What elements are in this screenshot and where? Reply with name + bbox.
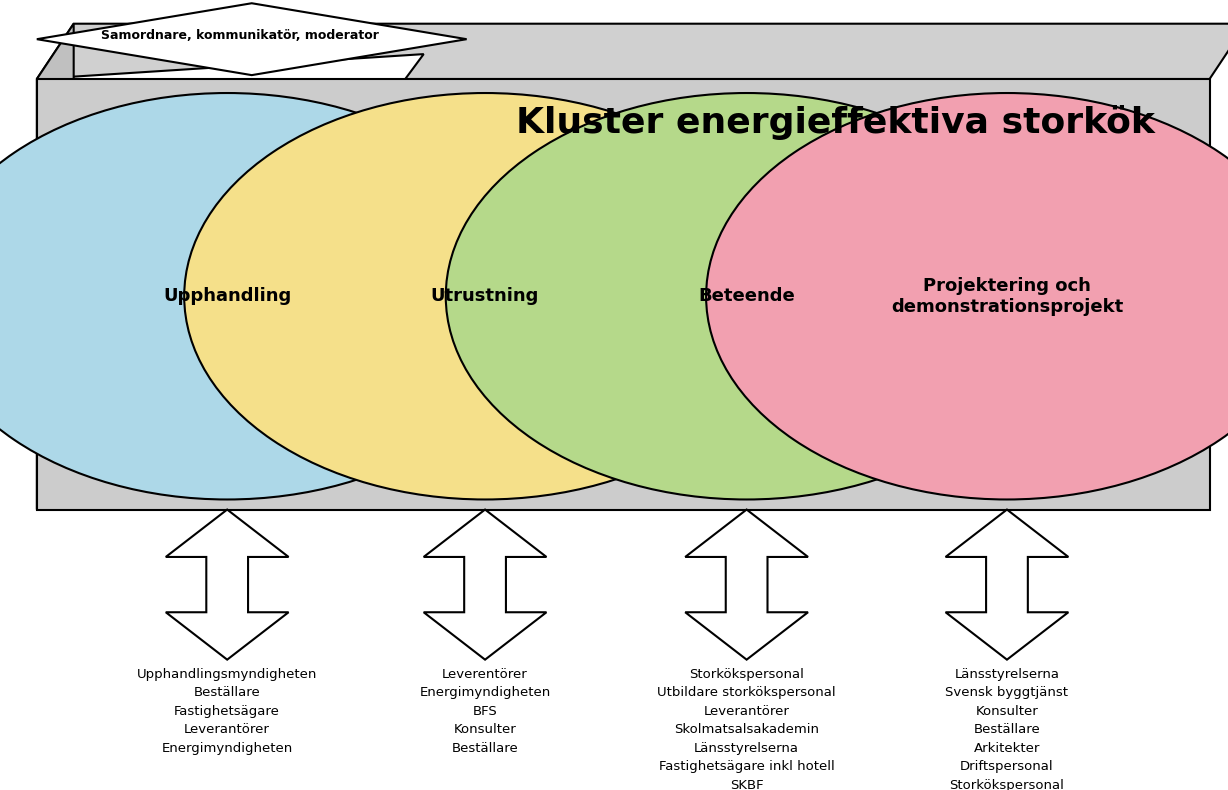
Text: Länsstyrelserna
Svensk byggtjänst
Konsulter
Beställare
Arkitekter
Driftspersonal: Länsstyrelserna Svensk byggtjänst Konsul… xyxy=(946,668,1068,790)
Polygon shape xyxy=(946,510,1068,660)
Polygon shape xyxy=(424,510,546,660)
Text: Upphandling: Upphandling xyxy=(163,288,291,305)
Text: Leverentörer
Energimyndigheten
BFS
Konsulter
Beställare: Leverentörer Energimyndigheten BFS Konsu… xyxy=(420,668,550,754)
Polygon shape xyxy=(166,510,289,660)
Ellipse shape xyxy=(0,93,528,499)
Ellipse shape xyxy=(184,93,786,499)
Text: Projektering och
demonstrationsprojekt: Projektering och demonstrationsprojekt xyxy=(890,276,1124,316)
Bar xyxy=(37,79,1210,510)
Text: Beteende: Beteende xyxy=(699,288,795,305)
Ellipse shape xyxy=(706,93,1228,499)
Polygon shape xyxy=(685,510,808,660)
Text: Kluster energieffektiva storkök: Kluster energieffektiva storkök xyxy=(516,105,1154,140)
Text: Samordnare, kommunikatör, moderator: Samordnare, kommunikatör, moderator xyxy=(101,28,378,42)
Text: Utrustning: Utrustning xyxy=(431,288,539,305)
Ellipse shape xyxy=(446,93,1047,499)
Polygon shape xyxy=(37,24,74,510)
Text: Storkökspersonal
Utbildare storkökspersonal
Leverantörer
Skolmatsalsakademin
Län: Storkökspersonal Utbildare storköksperso… xyxy=(657,668,836,790)
Polygon shape xyxy=(37,24,1228,79)
Text: Upphandlingsmyndigheten
Beställare
Fastighetsägare
Leverantörer
Energimyndighete: Upphandlingsmyndigheten Beställare Fasti… xyxy=(138,668,317,754)
Polygon shape xyxy=(37,3,467,75)
